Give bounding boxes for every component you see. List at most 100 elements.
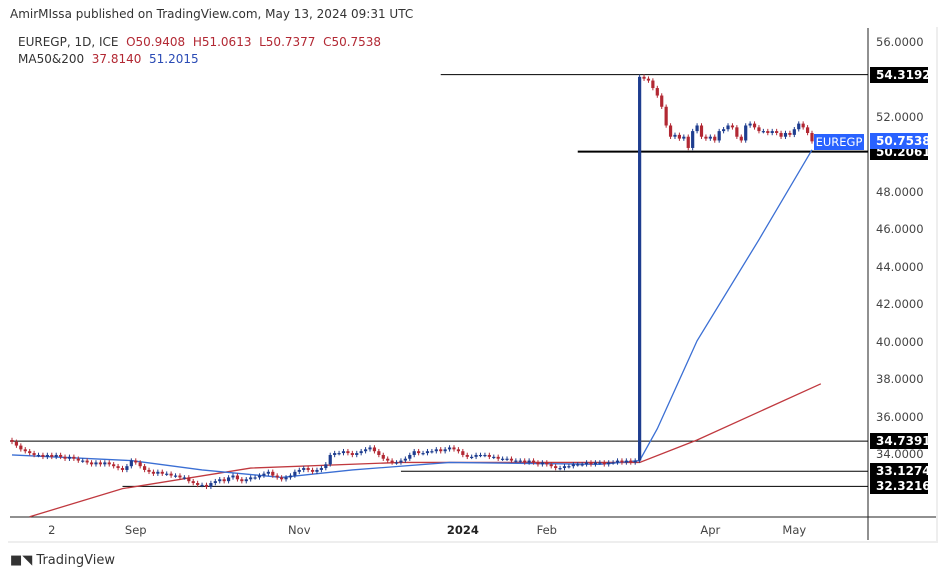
candle xyxy=(147,469,151,472)
x-tick-label: Feb xyxy=(536,523,557,537)
candle xyxy=(125,466,129,470)
candle xyxy=(372,447,377,452)
candle xyxy=(580,464,584,466)
candle xyxy=(359,451,363,454)
candle xyxy=(783,132,788,137)
candle xyxy=(527,460,531,463)
candle xyxy=(151,471,156,474)
candle xyxy=(691,131,695,148)
level-price-tag: 32.3216 xyxy=(870,478,931,495)
candle xyxy=(213,481,217,484)
ma200-line xyxy=(29,383,822,518)
footer-brand: TradingView xyxy=(36,553,115,568)
candle xyxy=(518,460,522,462)
candle xyxy=(646,78,651,81)
candle xyxy=(271,471,275,476)
candle xyxy=(72,456,76,459)
candle xyxy=(253,477,257,479)
candle xyxy=(584,462,589,465)
candle xyxy=(107,462,111,465)
candle xyxy=(686,136,690,148)
y-tick-label: 38.0000 xyxy=(876,372,924,387)
candle xyxy=(766,131,770,133)
candle xyxy=(333,453,337,455)
candle xyxy=(249,477,253,480)
candle xyxy=(421,453,425,455)
candle xyxy=(412,451,416,455)
candle xyxy=(624,460,628,463)
level-price-tag: 34.7391 xyxy=(870,433,931,450)
candle xyxy=(730,125,735,128)
candle xyxy=(682,136,686,139)
x-tick-label: May xyxy=(782,523,807,537)
candle xyxy=(598,462,602,464)
y-tick-label: 36.0000 xyxy=(876,409,924,424)
candle xyxy=(315,469,319,472)
candle xyxy=(182,477,186,479)
candle xyxy=(45,454,49,457)
candle xyxy=(629,460,633,463)
candle xyxy=(266,471,270,474)
candle xyxy=(699,125,704,137)
candle xyxy=(403,458,407,461)
candle xyxy=(447,447,452,450)
symbol-info: EUREGP, 1D, ICE xyxy=(18,35,119,49)
candle xyxy=(408,454,412,459)
ma50-line xyxy=(11,149,813,479)
candle xyxy=(788,132,792,135)
open-value: O50.9408 xyxy=(126,35,186,49)
candle xyxy=(523,460,527,463)
candle xyxy=(461,451,465,455)
candle xyxy=(439,449,443,452)
candle xyxy=(567,466,571,468)
candle xyxy=(63,456,67,459)
candle xyxy=(112,464,116,467)
candle xyxy=(310,469,315,472)
candle xyxy=(425,451,430,454)
candle xyxy=(735,127,739,137)
y-tick-label: 34.0000 xyxy=(876,446,924,461)
candle xyxy=(430,451,434,453)
candle xyxy=(717,131,721,141)
candle xyxy=(394,462,399,464)
candle xyxy=(368,447,372,450)
candle xyxy=(607,462,611,465)
candle xyxy=(222,479,226,482)
candle xyxy=(191,481,195,484)
candle xyxy=(779,132,783,137)
candle xyxy=(240,479,244,482)
candle xyxy=(381,454,385,459)
candle xyxy=(54,454,58,457)
candle xyxy=(328,454,332,465)
candle xyxy=(492,456,496,459)
candle xyxy=(748,123,752,126)
candle xyxy=(545,462,549,465)
close-value: C50.7538 xyxy=(323,35,382,49)
candle xyxy=(324,464,328,469)
candle xyxy=(434,449,438,452)
candle xyxy=(558,468,562,470)
candle xyxy=(386,458,390,461)
candle xyxy=(116,466,120,469)
candle xyxy=(59,454,63,457)
candle xyxy=(638,76,642,461)
ma200-value: 37.8140 xyxy=(91,52,142,66)
candle xyxy=(417,451,421,454)
candle xyxy=(797,123,801,130)
candle xyxy=(19,445,23,450)
candle xyxy=(633,460,637,463)
candle xyxy=(726,125,730,130)
candle xyxy=(134,460,138,463)
candle xyxy=(642,76,646,79)
tradingview-logo-icon: ■◥ xyxy=(10,553,33,568)
symbol-price-tag: EUREGP xyxy=(814,134,864,150)
candle xyxy=(319,468,323,470)
y-tick-label: 40.0000 xyxy=(876,334,924,349)
candle xyxy=(81,460,85,462)
candle xyxy=(160,471,164,474)
x-tick-label: 2024 xyxy=(446,523,479,537)
candle xyxy=(576,464,580,466)
candle xyxy=(571,464,575,467)
candle xyxy=(297,469,301,472)
